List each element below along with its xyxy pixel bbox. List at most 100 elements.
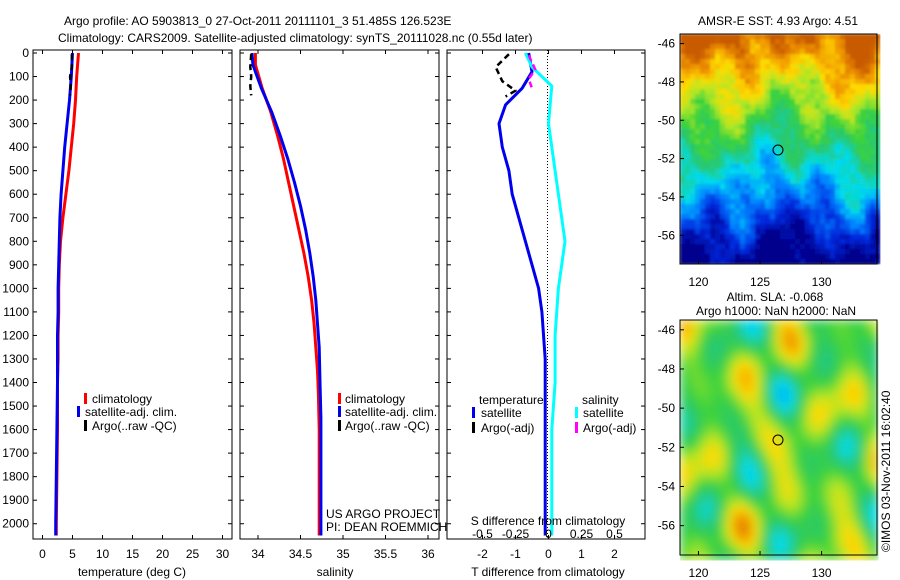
map-cell [875,154,881,160]
map-cell [764,416,771,423]
map-cell [810,244,816,250]
map-cell [855,169,861,175]
legend-label-t-argo: Argo(-adj) [481,421,534,435]
map-cell [700,199,706,205]
map-cell [735,114,741,120]
map-cell [716,476,723,483]
map-cell [716,440,723,447]
map-cell [745,169,751,175]
map-cell [824,494,831,501]
map-cell [685,239,691,245]
map-cell [870,194,876,200]
map-cell [700,39,706,45]
map-cell [722,506,729,513]
map-cell [780,174,786,180]
map-cell [710,530,717,537]
map-cell [746,338,753,345]
map-cell [870,169,876,175]
map-cell [840,129,846,135]
map-cell [830,446,837,453]
map-cell [820,94,826,100]
map-cell [820,239,826,245]
map-cell [760,114,766,120]
map-cell [818,422,825,429]
map-cell [760,74,766,80]
map-cell [842,368,849,375]
map-cell [840,139,846,145]
map-cell [800,164,806,170]
map-cell [860,119,866,125]
map-cell [700,44,706,50]
map-cell [845,139,851,145]
map-cell [692,452,699,459]
map-cell [722,494,729,501]
map-cell [716,404,723,411]
map-cell [775,44,781,50]
map-cell [775,59,781,65]
map-cell [710,164,716,170]
map-cell [740,89,746,95]
map-cell [790,174,796,180]
map-cell [710,416,717,423]
map-cell [750,219,756,225]
map-cell [795,174,801,180]
map-cell [680,548,687,555]
map-cell [752,398,759,405]
map-cell [680,506,687,513]
map-cell [728,548,735,555]
map-cell [860,368,867,375]
map-cell [865,99,871,105]
map-cell [860,139,866,145]
map-cell [875,34,881,40]
map-cell [835,84,841,90]
map-cell [825,99,831,105]
map-cell [854,548,861,555]
map-cell [725,84,731,90]
map-cell [752,350,759,357]
map-cell [765,229,771,235]
map-cell [780,119,786,125]
map-cell [875,229,881,235]
map-cell [725,154,731,160]
map-cell [740,386,747,393]
sst-map-image-cells [680,34,881,265]
map-cell [830,524,837,531]
map-cell [812,494,819,501]
map-cell [800,44,806,50]
map-cell [720,179,726,185]
map-cell [854,452,861,459]
map-cell [725,249,731,255]
map-cell [680,129,686,135]
map-cell [764,512,771,519]
map-cell [745,139,751,145]
map-cell [700,204,706,210]
map-cell [680,524,687,531]
map-cell [770,422,777,429]
map-cell [800,219,806,225]
map-cell [782,464,789,471]
map-cell [690,94,696,100]
map-cell [752,548,759,555]
map-cell [840,244,846,250]
map-cell [870,59,876,65]
map-cell [730,224,736,230]
map-cell [730,109,736,115]
map-cell [848,356,855,363]
map-cell [750,224,756,230]
map-cell [716,362,723,369]
map-cell [700,69,706,75]
map-cell [872,446,879,453]
map-cell [806,416,813,423]
map-cell [680,452,687,459]
map-cell [735,119,741,125]
map-cell [860,59,866,65]
map-cell [820,199,826,205]
map-cell [705,104,711,110]
map-cell [680,149,686,155]
map-cell [860,548,867,555]
map-cell [695,84,701,90]
map-cell [690,179,696,185]
map-cell [730,219,736,225]
map-cell [720,254,726,260]
map-cell [824,344,831,351]
